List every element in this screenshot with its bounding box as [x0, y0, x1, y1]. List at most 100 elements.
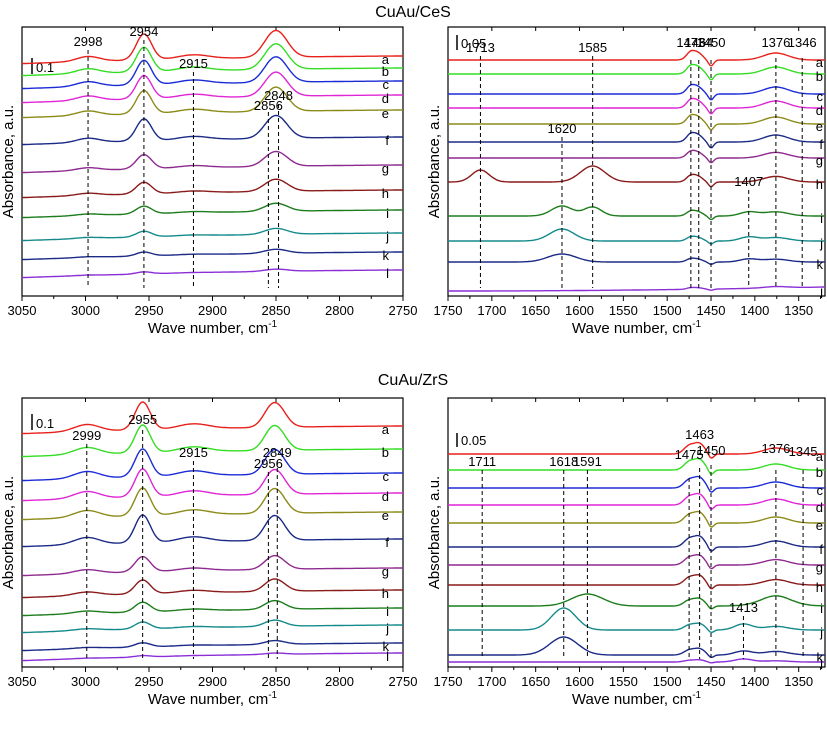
x-tick-label: 2900: [198, 674, 227, 689]
x-tick-label: 1650: [521, 674, 550, 689]
spectrum-line-e: [21, 487, 403, 521]
y-axis-label: Absorbance, a.u.: [426, 105, 443, 218]
series-label-l: l: [820, 657, 823, 672]
spectrum-line-e: [21, 86, 403, 119]
spectrum-line-i: [21, 202, 403, 219]
plot-frame: [21, 26, 404, 297]
series-label-c: c: [383, 469, 390, 484]
spectrum-line-f: [448, 534, 825, 552]
x-tick-label: 2750: [389, 303, 418, 318]
spectrum-line-k: [448, 253, 825, 265]
series-label-h: h: [816, 580, 823, 595]
spectrum-line-a: [21, 29, 403, 65]
peak-label: 1591: [573, 454, 602, 469]
spectrum-line-j: [21, 227, 403, 242]
spectrum-line-g: [21, 554, 403, 577]
spectrum-line-d: [21, 71, 403, 104]
peak-label: 2848: [264, 88, 293, 103]
peak-label: 2915: [179, 56, 208, 71]
peak-label: 2955: [128, 412, 157, 427]
spectrum-line-l: [21, 652, 403, 662]
group-title-top: CuAu/CeS: [375, 4, 451, 21]
x-tick-label: 1400: [740, 674, 769, 689]
x-tick-label: 1700: [477, 674, 506, 689]
plot-frame: [447, 397, 826, 668]
x-tick-label: 2800: [325, 674, 354, 689]
x-tick-label: 1350: [784, 303, 813, 318]
peak-label: 2915: [179, 445, 208, 460]
spectrum-line-e: [448, 113, 825, 131]
series-label-a: a: [816, 55, 824, 70]
series-label-d: d: [382, 91, 389, 106]
x-tick-label: 1650: [521, 303, 550, 318]
series-label-b: b: [382, 445, 389, 460]
x-tick-label: 3050: [8, 303, 37, 318]
peak-label: 1620: [548, 121, 577, 136]
spectrum-line-i: [21, 599, 403, 617]
peak-label: 1450: [697, 35, 726, 50]
x-tick-label: 1600: [565, 674, 594, 689]
series-label-j: j: [819, 625, 823, 640]
peak-label: 1711: [468, 454, 496, 469]
peak-label: 1463: [685, 427, 714, 442]
spectrum-line-l: [448, 285, 825, 292]
series-label-f: f: [819, 542, 823, 557]
spectrum-line-h: [21, 578, 403, 599]
x-axis-label-sup: -1: [268, 319, 277, 330]
x-tick-label: 1450: [697, 674, 726, 689]
x-axis-label: Wave number, cm-1: [572, 690, 702, 708]
series-label-a: a: [382, 422, 390, 437]
spectrum-line-h: [21, 178, 403, 199]
series-label-k: k: [383, 639, 390, 654]
peak-label: 1618: [549, 454, 578, 469]
peak-label: 2999: [72, 428, 101, 443]
series-label-i: i: [820, 211, 823, 226]
peak-label: 2998: [74, 34, 103, 49]
series-label-b: b: [816, 69, 823, 84]
peak-label: 1473: [676, 35, 705, 50]
x-tick-label: 2800: [325, 303, 354, 318]
series-label-b: b: [816, 465, 823, 480]
spectrum-line-i: [448, 205, 825, 221]
x-tick-label: 1400: [740, 303, 769, 318]
spectrum-line-c: [21, 56, 403, 90]
series-label-f: f: [385, 133, 389, 148]
scale-bar-label: 0.05: [461, 433, 486, 448]
panel-zrS-ch-region: 3050 3000 2950 2900 2850 2800 2750 Wave number,…: [0, 397, 417, 708]
spectrum-line-d: [21, 468, 403, 502]
series-label-i: i: [386, 604, 389, 619]
group-title-bottom: CuAu/ZrS: [378, 372, 448, 389]
spectrum-line-c: [21, 448, 403, 482]
spectrum-line-f: [21, 114, 403, 146]
peak-label: 1475: [675, 447, 704, 462]
x-tick-label: 1500: [653, 674, 682, 689]
spectrum-line-h: [448, 573, 825, 590]
x-tick-label: 1350: [784, 674, 813, 689]
x-tick-label: 1550: [609, 674, 638, 689]
series-label-l: l: [386, 266, 389, 281]
series-label-g: g: [382, 161, 389, 176]
x-axis-label: Wave number, cm-1: [572, 319, 702, 337]
series-label-k: k: [817, 650, 824, 665]
peak-label: 1407: [734, 174, 763, 189]
x-tick-label: 2850: [262, 674, 291, 689]
series-label-g: g: [816, 560, 823, 575]
spectrum-line-l: [21, 268, 403, 279]
y-axis-label: Absorbance, a.u.: [0, 476, 17, 589]
peak-label: 2954: [129, 24, 158, 39]
peak-label: 1346: [788, 35, 817, 50]
x-tick-label: 1500: [653, 303, 682, 318]
panel-zrS-fingerprint: 1750 1700 1650 1600 1550 1500 1450 1400 1350 Wave…: [426, 397, 826, 708]
series-label-j: j: [385, 621, 389, 636]
x-axis-label-sup: -1: [692, 319, 701, 330]
series-label-d: d: [816, 500, 823, 515]
peak-label: 1345: [789, 444, 818, 459]
x-tick-label: 3000: [71, 674, 100, 689]
peak-label: 1450: [697, 443, 726, 458]
spectrum-line-k: [21, 639, 403, 652]
series-label-d: d: [816, 103, 823, 118]
spectrum-line-k: [21, 248, 403, 261]
peak-label: 1585: [578, 40, 607, 55]
series-label-c: c: [817, 483, 824, 498]
series-label-l: l: [386, 649, 389, 664]
